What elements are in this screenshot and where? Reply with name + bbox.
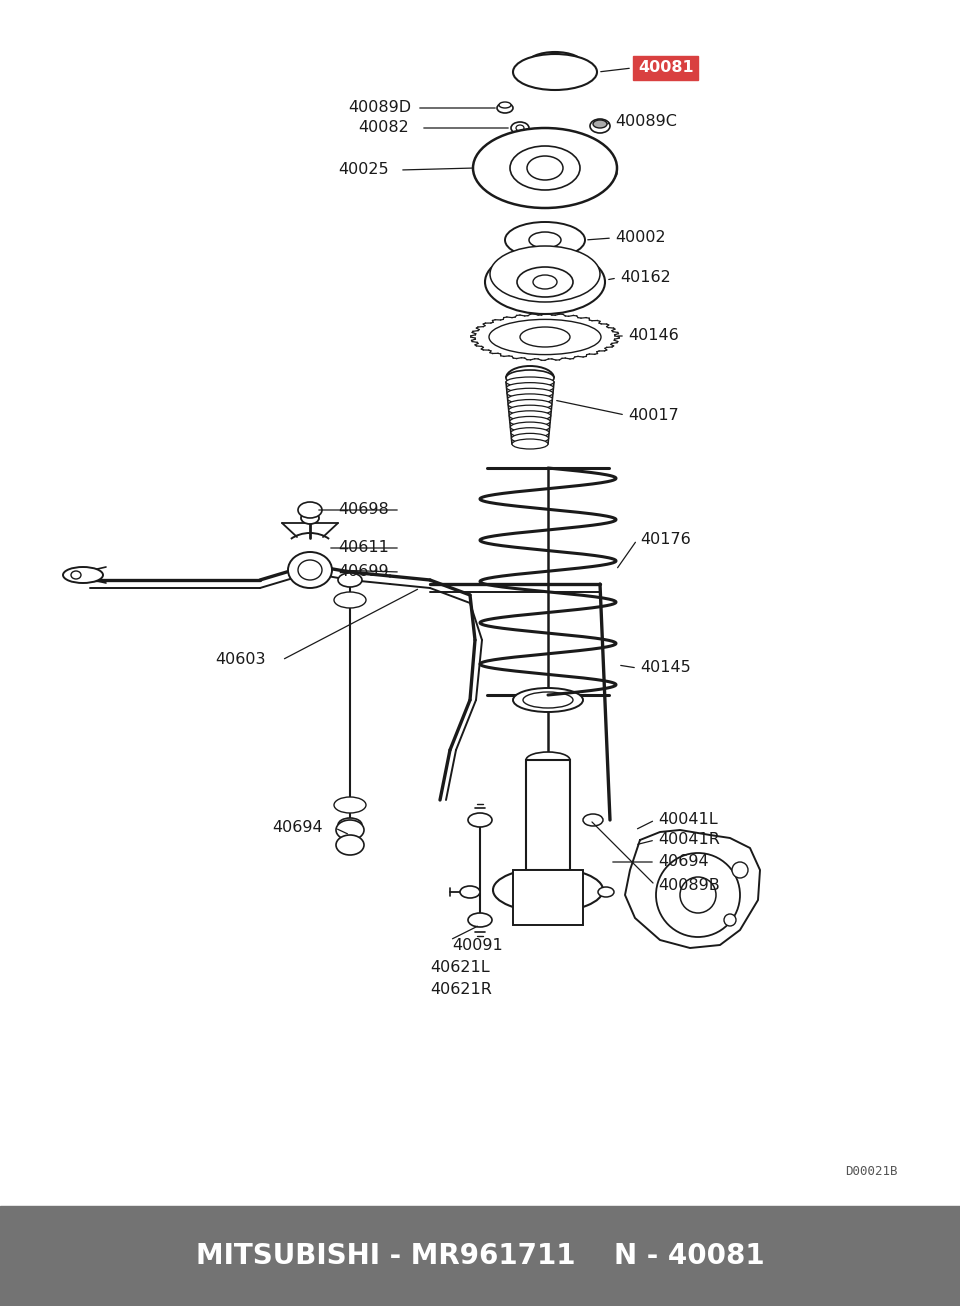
Ellipse shape [510, 146, 580, 189]
Text: 40089B: 40089B [658, 878, 720, 892]
Ellipse shape [583, 814, 603, 825]
Ellipse shape [298, 560, 322, 580]
Ellipse shape [526, 752, 570, 768]
Circle shape [559, 878, 573, 892]
Ellipse shape [561, 168, 573, 178]
Ellipse shape [508, 400, 552, 410]
Ellipse shape [511, 422, 550, 432]
Text: 40699: 40699 [338, 564, 389, 580]
Ellipse shape [338, 818, 362, 832]
Ellipse shape [509, 411, 551, 421]
Ellipse shape [507, 388, 553, 398]
Ellipse shape [468, 913, 492, 927]
Text: 40603: 40603 [215, 653, 266, 667]
Ellipse shape [512, 434, 548, 443]
Text: 40041R: 40041R [658, 832, 720, 848]
Ellipse shape [468, 814, 492, 827]
Text: 40162: 40162 [620, 270, 671, 286]
Ellipse shape [517, 266, 573, 296]
Ellipse shape [336, 835, 364, 855]
Ellipse shape [523, 692, 573, 708]
Text: 40146: 40146 [628, 329, 679, 343]
Ellipse shape [505, 222, 585, 259]
Ellipse shape [506, 370, 554, 387]
Ellipse shape [545, 67, 565, 77]
Ellipse shape [334, 797, 366, 814]
Ellipse shape [507, 383, 554, 393]
Ellipse shape [485, 249, 605, 313]
Text: 40025: 40025 [338, 162, 389, 178]
Ellipse shape [336, 820, 364, 840]
Ellipse shape [508, 394, 552, 404]
Ellipse shape [512, 439, 548, 449]
Text: 40611: 40611 [338, 541, 389, 555]
Ellipse shape [511, 121, 529, 135]
Text: 40694: 40694 [658, 854, 708, 870]
Circle shape [656, 853, 740, 936]
Circle shape [523, 901, 537, 916]
Text: D00021B: D00021B [845, 1165, 898, 1178]
Text: 40081: 40081 [638, 60, 694, 76]
Ellipse shape [493, 868, 603, 912]
Ellipse shape [513, 688, 583, 712]
Ellipse shape [490, 246, 600, 302]
Text: 40089D: 40089D [348, 101, 411, 115]
Ellipse shape [509, 405, 551, 415]
Text: 40145: 40145 [640, 661, 691, 675]
Ellipse shape [338, 573, 362, 586]
Ellipse shape [298, 502, 322, 518]
Ellipse shape [288, 552, 332, 588]
Ellipse shape [527, 155, 563, 180]
Ellipse shape [497, 103, 513, 114]
Circle shape [559, 901, 573, 916]
Text: 40621R: 40621R [430, 982, 492, 998]
Ellipse shape [510, 417, 550, 427]
Bar [513, 870, 583, 925]
Ellipse shape [511, 428, 549, 438]
Ellipse shape [489, 320, 601, 355]
Text: 40017: 40017 [628, 407, 679, 423]
Text: 40082: 40082 [358, 120, 409, 136]
Ellipse shape [63, 567, 103, 582]
Ellipse shape [533, 276, 557, 289]
Ellipse shape [590, 119, 610, 133]
Ellipse shape [334, 592, 366, 609]
Ellipse shape [529, 232, 561, 248]
Ellipse shape [597, 166, 617, 180]
Ellipse shape [506, 377, 554, 387]
Text: MITSUBISHI - MR961711    N - 40081: MITSUBISHI - MR961711 N - 40081 [196, 1242, 764, 1269]
Text: 40698: 40698 [338, 503, 389, 517]
Ellipse shape [520, 326, 570, 347]
Text: 40091: 40091 [452, 938, 503, 952]
Ellipse shape [513, 54, 597, 90]
Ellipse shape [516, 125, 524, 131]
Ellipse shape [301, 512, 319, 524]
Ellipse shape [593, 120, 607, 128]
Circle shape [732, 862, 748, 878]
Ellipse shape [517, 154, 529, 162]
Circle shape [724, 914, 736, 926]
Bar [0, 1205, 960, 1306]
Text: 40694: 40694 [272, 820, 323, 836]
Ellipse shape [460, 885, 480, 899]
Text: 40621L: 40621L [430, 960, 490, 976]
Circle shape [523, 878, 537, 892]
Ellipse shape [499, 102, 511, 108]
Ellipse shape [473, 128, 617, 208]
Text: 40176: 40176 [640, 533, 691, 547]
Text: 40041L: 40041L [658, 812, 718, 828]
Circle shape [680, 878, 716, 913]
Text: 40002: 40002 [615, 230, 665, 246]
Bar [526, 760, 570, 870]
Text: 40089C: 40089C [615, 115, 677, 129]
Ellipse shape [598, 887, 614, 897]
Ellipse shape [71, 571, 81, 579]
